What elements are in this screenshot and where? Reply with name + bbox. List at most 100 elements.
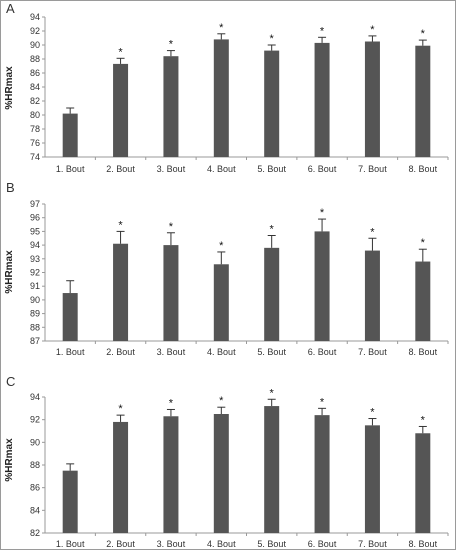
y-tick-label: 84 [30, 505, 40, 515]
bar [62, 113, 78, 157]
significance-marker: * [169, 39, 174, 51]
y-tick-label: 93 [30, 254, 40, 264]
x-tick-label: 5. Bout [257, 164, 286, 174]
bar [314, 42, 330, 157]
y-tick-label: 84 [30, 82, 40, 92]
y-tick-label: 96 [30, 213, 40, 223]
panel-b: B %HRmax 87 88 89 90 91 92 93 94 95 96 97 1. Bout * 2… [4, 180, 449, 357]
significance-marker: * [118, 219, 123, 231]
x-tick-label: 5. Bout [257, 347, 286, 357]
x-tick-label: 6. Bout [308, 539, 337, 549]
significance-marker: * [421, 414, 426, 426]
bar [113, 63, 129, 157]
significance-marker: * [270, 33, 275, 45]
bar [264, 247, 280, 341]
significance-marker: * [370, 226, 375, 238]
y-axis-label: %HRmax [4, 250, 15, 294]
y-tick-label: 90 [30, 295, 40, 305]
y-tick-label: 92 [30, 26, 40, 36]
significance-marker: * [320, 25, 325, 37]
y-tick-label: 95 [30, 226, 40, 236]
panel-label: C [6, 374, 15, 389]
y-tick-label: 92 [30, 268, 40, 278]
y-tick-label: 94 [30, 240, 40, 250]
bar [364, 425, 380, 533]
x-tick-label: 6. Bout [308, 164, 337, 174]
panel-a: A %HRmax 74 76 78 80 82 84 86 88 90 92 94 1. Bout * 2… [4, 1, 449, 174]
x-tick-label: 8. Bout [409, 347, 438, 357]
x-tick-label: 7. Bout [358, 539, 387, 549]
y-tick-label: 82 [30, 96, 40, 106]
y-tick-label: 76 [30, 138, 40, 148]
y-tick-label: 90 [30, 40, 40, 50]
bar [163, 56, 179, 158]
bar [415, 45, 431, 158]
bar [364, 41, 380, 157]
x-tick-label: 1. Bout [56, 347, 85, 357]
y-tick-label: 90 [30, 437, 40, 447]
y-axis-label: %HRmax [4, 438, 15, 482]
significance-marker: * [421, 28, 426, 40]
x-tick-label: 1. Bout [56, 164, 85, 174]
bar [213, 414, 229, 533]
bar [415, 261, 431, 341]
significance-marker: * [169, 397, 174, 409]
x-tick-label: 8. Bout [409, 539, 438, 549]
significance-marker: * [169, 221, 174, 233]
x-tick-label: 2. Bout [106, 164, 135, 174]
x-tick-label: 1. Bout [56, 539, 85, 549]
significance-marker: * [270, 224, 275, 236]
x-tick-label: 2. Bout [106, 347, 135, 357]
significance-marker: * [370, 24, 375, 36]
significance-marker: * [118, 403, 123, 415]
bar [314, 231, 330, 341]
y-tick-label: 97 [30, 199, 40, 209]
bar [415, 433, 431, 533]
x-tick-label: 4. Bout [207, 164, 236, 174]
significance-marker: * [219, 22, 224, 34]
bar [62, 293, 78, 341]
y-tick-label: 78 [30, 124, 40, 134]
y-tick-label: 92 [30, 415, 40, 425]
y-tick-label: 89 [30, 309, 40, 319]
x-tick-label: 7. Bout [358, 347, 387, 357]
y-tick-label: 82 [30, 528, 40, 538]
y-tick-label: 88 [30, 322, 40, 332]
bar [113, 243, 129, 341]
panel-label: A [6, 1, 15, 16]
x-tick-label: 4. Bout [207, 539, 236, 549]
y-axis-label: %HRmax [4, 66, 15, 110]
y-tick-label: 86 [30, 68, 40, 78]
bar [62, 470, 78, 533]
bar [314, 415, 330, 533]
panel-c: C %HRmax 82 84 86 88 90 92 94 1. Bout * 2. Bout * 3… [4, 374, 449, 549]
significance-marker: * [421, 237, 426, 249]
bar [364, 250, 380, 341]
significance-marker: * [118, 46, 123, 58]
bar [264, 50, 280, 157]
y-tick-label: 74 [30, 152, 40, 162]
significance-marker: * [219, 240, 224, 252]
bar [264, 406, 280, 533]
significance-marker: * [219, 395, 224, 407]
x-tick-label: 3. Bout [157, 164, 186, 174]
y-tick-label: 94 [30, 12, 40, 22]
panel-label: B [6, 180, 15, 195]
y-tick-label: 94 [30, 392, 40, 402]
bar [163, 245, 179, 341]
x-tick-label: 2. Bout [106, 539, 135, 549]
y-tick-label: 86 [30, 483, 40, 493]
y-tick-label: 87 [30, 336, 40, 346]
bar [163, 416, 179, 533]
x-tick-label: 7. Bout [358, 164, 387, 174]
x-tick-label: 6. Bout [308, 347, 337, 357]
x-tick-label: 5. Bout [257, 539, 286, 549]
significance-marker: * [320, 396, 325, 408]
x-tick-label: 4. Bout [207, 347, 236, 357]
y-tick-label: 80 [30, 110, 40, 120]
bar [213, 39, 229, 157]
x-tick-label: 8. Bout [409, 164, 438, 174]
bar [213, 264, 229, 341]
significance-marker: * [370, 407, 375, 419]
